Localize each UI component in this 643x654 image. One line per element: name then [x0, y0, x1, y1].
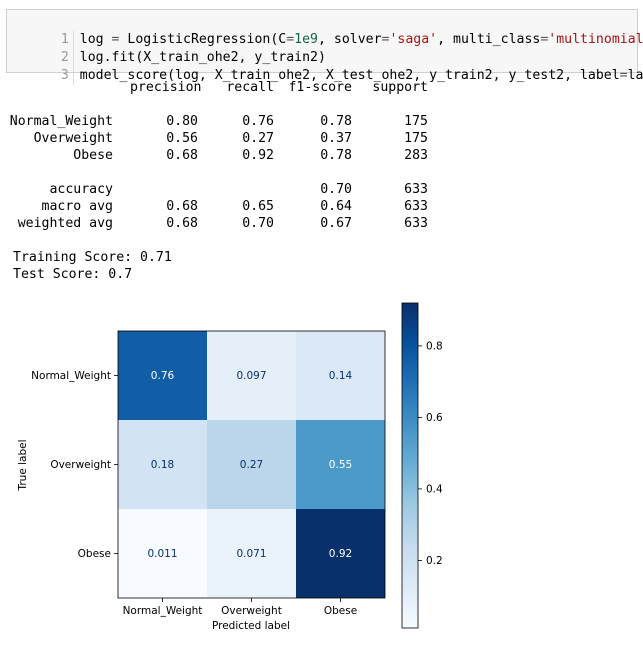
report-cell-precision: 0.56	[166, 131, 198, 146]
code-token: model_score(log, X_train_ohe2, X_test_oh…	[79, 68, 620, 83]
report-cell-recall	[222, 181, 274, 198]
colorbar	[401, 302, 419, 629]
report-cell-label: Overweight	[33, 131, 113, 146]
report-cell-label: Obese	[73, 148, 113, 163]
test-score: Test Score: 0.7	[13, 267, 133, 282]
code-text: log.fit(X_train_ohe2, y_train2)	[80, 50, 326, 65]
report-cell-precision	[130, 181, 198, 198]
line-number: 1	[39, 31, 74, 49]
report-cell-recall: 0.65	[242, 199, 274, 214]
heatmap-cell-label: 0.76	[151, 370, 175, 382]
report-cell-recall: 0.76	[242, 114, 274, 129]
report-cell-f1: 0.78	[320, 114, 352, 129]
report-cell-support: 633	[404, 182, 428, 197]
report-cell-support: 283	[404, 148, 428, 163]
code-text: model_score(log, X_train_ohe2, X_test_oh…	[80, 68, 643, 83]
training-score: Training Score: 0.71	[13, 250, 172, 265]
x-tick-label: Obese	[324, 605, 357, 617]
code-line-2[interactable]: 2 log.fit(X_train_ohe2, y_train2)	[7, 31, 326, 67]
code-token: log.fit(X_train_ohe2, y_train2)	[79, 50, 326, 65]
code-token: 'saga'	[389, 32, 438, 47]
x-axis-label: Predicted label	[212, 620, 290, 632]
colorbar-tick-label: 0.8	[426, 340, 443, 352]
code-token: =	[619, 68, 628, 83]
report-header-precision: precision	[130, 80, 202, 95]
heatmap-cell-label: 0.097	[236, 370, 266, 382]
heatmap-cell	[296, 420, 385, 509]
code-token: log	[79, 32, 112, 47]
report-cell-label: Normal_Weight	[9, 114, 113, 129]
report-cell-f1: 0.37	[320, 131, 352, 146]
heatmap-cell	[118, 331, 207, 420]
report-cell-precision: 0.68	[166, 216, 198, 231]
colorbar-tick-label: 0.4	[426, 483, 443, 495]
report-cell-f1: 0.64	[320, 199, 352, 214]
code-token: label)	[627, 68, 643, 83]
y-axis-ticks: Normal_Weight Overweight Obese	[31, 370, 118, 560]
heatmap-cell-label: 0.55	[329, 459, 352, 471]
code-line-1[interactable]: 1 log = LogisticRegression(C=1e9, solver=…	[7, 13, 643, 49]
heatmap-cell	[296, 331, 385, 420]
y-axis-label: True label	[17, 439, 29, 491]
heatmap-cell	[296, 509, 385, 598]
report-cell-label: accuracy	[49, 182, 113, 197]
report-cell-support: 633	[404, 199, 428, 214]
x-axis-ticks: Normal_Weight Overweight Obese	[123, 598, 357, 617]
heatmap-cell-label: 0.27	[240, 459, 263, 471]
report-header-support: support	[372, 80, 428, 95]
heatmap-cell	[207, 509, 296, 598]
report-cell-f1: 0.78	[320, 148, 352, 163]
code-token: =	[111, 32, 120, 47]
report-cell-support: 175	[404, 131, 428, 146]
code-token: , solver	[318, 32, 382, 47]
heatmap-cell-label: 0.011	[147, 548, 177, 560]
line-number: 2	[39, 49, 74, 67]
heatmap-cell-label: 0.18	[151, 459, 174, 471]
heatmap-cell	[207, 331, 296, 420]
report-cell-precision: 0.68	[166, 148, 198, 163]
report-cell-f1: 0.67	[320, 216, 352, 231]
heatmap-cell-label: 0.14	[329, 370, 353, 382]
report-cell-precision: 0.80	[166, 114, 198, 129]
colorbar-ticks: 0.2 0.4 0.6 0.8	[418, 340, 443, 567]
colorbar-tick-label: 0.6	[426, 412, 443, 424]
code-token: 1e9	[294, 32, 318, 47]
code-token: 'multinomial'	[548, 32, 643, 47]
code-cell[interactable]: 1 log = LogisticRegression(C=1e9, solver=…	[6, 9, 643, 85]
heatmap-cell-label: 0.071	[236, 548, 266, 560]
code-text: log = LogisticRegression(C=1e9, solver='…	[80, 32, 643, 47]
heatmap-cell	[118, 509, 207, 598]
report-header-recall: recall	[226, 80, 274, 95]
report-cell-label: macro avg	[41, 199, 113, 214]
heatmap-cell	[207, 420, 296, 509]
code-token: =	[540, 32, 549, 47]
x-tick-label: Normal_Weight	[123, 605, 203, 617]
report-cell-precision: 0.68	[166, 199, 198, 214]
heatmap-cell	[118, 420, 207, 509]
y-tick-label: Normal_Weight	[31, 370, 111, 382]
colorbar-tick-label: 0.2	[426, 555, 443, 567]
report-cell-support: 633	[404, 216, 428, 231]
code-token: =	[286, 32, 295, 47]
y-tick-label: Overweight	[50, 459, 111, 471]
heatmap-frame	[117, 330, 386, 599]
report-header-f1: f1-score	[288, 80, 352, 95]
heatmap-cells: 0.76 0.097 0.14 0.18 0.27 0.55 0.011 0.071 0.92	[118, 331, 385, 598]
x-tick-label: Overweight	[221, 605, 282, 617]
y-tick-label: Obese	[78, 548, 111, 560]
heatmap-cell-label: 0.92	[329, 548, 352, 560]
line-number: 3	[39, 67, 74, 85]
report-cell-recall: 0.27	[242, 131, 274, 146]
code-token: =	[381, 32, 390, 47]
report-cell-label: weighted avg	[17, 216, 113, 231]
code-token: , multi_class	[437, 32, 541, 47]
report-cell-recall: 0.92	[242, 148, 274, 163]
report-cell-support: 175	[404, 114, 428, 129]
report-cell-recall: 0.70	[242, 216, 274, 231]
code-token: LogisticRegression(C	[119, 32, 287, 47]
report-cell-f1: 0.70	[320, 182, 352, 197]
code-line-3[interactable]: 3 model_score(log, X_train_ohe2, X_test_o…	[7, 49, 643, 85]
